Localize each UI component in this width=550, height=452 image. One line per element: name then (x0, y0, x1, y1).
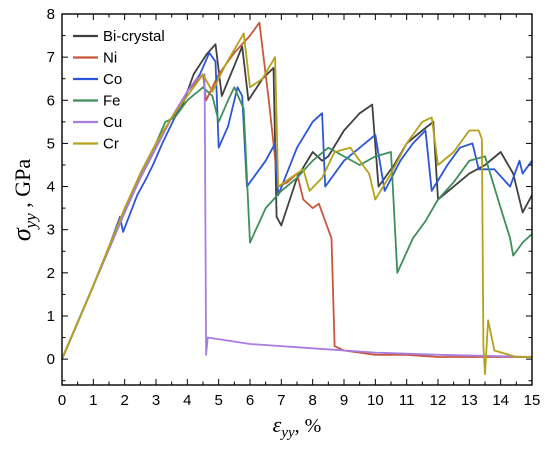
x-tick-label: 9 (340, 392, 348, 409)
x-tick-label: 4 (183, 392, 191, 409)
y-tick-label: 0 (47, 351, 55, 368)
x-tick-label: 7 (277, 392, 285, 409)
series-line-co (61, 51, 533, 360)
legend-label: Bi-crystal (103, 28, 165, 45)
series-line-fe (61, 86, 533, 360)
x-tick-label: 1 (89, 392, 97, 409)
series-line-cr (61, 32, 532, 376)
x-axis-suffix: , % (295, 415, 322, 437)
legend-label: Cr (103, 136, 119, 153)
y-tick-label: 3 (47, 222, 55, 239)
x-tick-label: 14 (492, 392, 509, 409)
x-axis-subscript: yy (279, 425, 295, 441)
y-tick-labels: 0 1 2 3 4 5 6 7 8 (47, 6, 55, 368)
x-tick-label: 3 (152, 392, 160, 409)
y-axis-title: σyy , GPa (7, 159, 40, 242)
x-tick-label: 5 (214, 392, 222, 409)
legend-label: Ni (103, 50, 117, 67)
ticks-layer (61, 13, 533, 385)
legend-label: Fe (103, 93, 121, 110)
y-tick-label: 2 (47, 265, 55, 282)
y-axis-symbol: σ (7, 227, 36, 241)
y-tick-label: 1 (47, 308, 55, 325)
y-tick-label: 5 (47, 135, 55, 152)
legend: Bi-crystal Ni Co Fe Cu Cr (73, 28, 165, 153)
x-tick-label: 11 (399, 392, 415, 409)
x-tick-label: 13 (461, 392, 478, 409)
y-tick-label: 7 (47, 49, 55, 66)
legend-label: Co (103, 71, 122, 88)
y-tick-label: 8 (47, 6, 55, 23)
x-tick-labels: 0 1 2 3 4 5 6 7 8 9 10 11 12 13 14 15 (58, 392, 541, 409)
series-layer (61, 21, 533, 376)
x-tick-label: 10 (367, 392, 384, 409)
y-tick-label: 6 (47, 92, 55, 109)
x-tick-label: 15 (524, 392, 541, 409)
y-axis-suffix: , GPa (10, 159, 35, 214)
x-axis-title: εyy, % (273, 412, 322, 441)
x-tick-label: 8 (308, 392, 316, 409)
x-tick-label: 12 (430, 392, 447, 409)
y-axis-subscript: yy (21, 213, 40, 231)
x-tick-label: 2 (120, 392, 128, 409)
x-axis-symbol: ε (273, 412, 282, 437)
x-tick-label: 6 (246, 392, 254, 409)
legend-label: Cu (103, 114, 122, 131)
x-tick-label: 0 (58, 392, 66, 409)
y-tick-label: 4 (47, 179, 55, 196)
